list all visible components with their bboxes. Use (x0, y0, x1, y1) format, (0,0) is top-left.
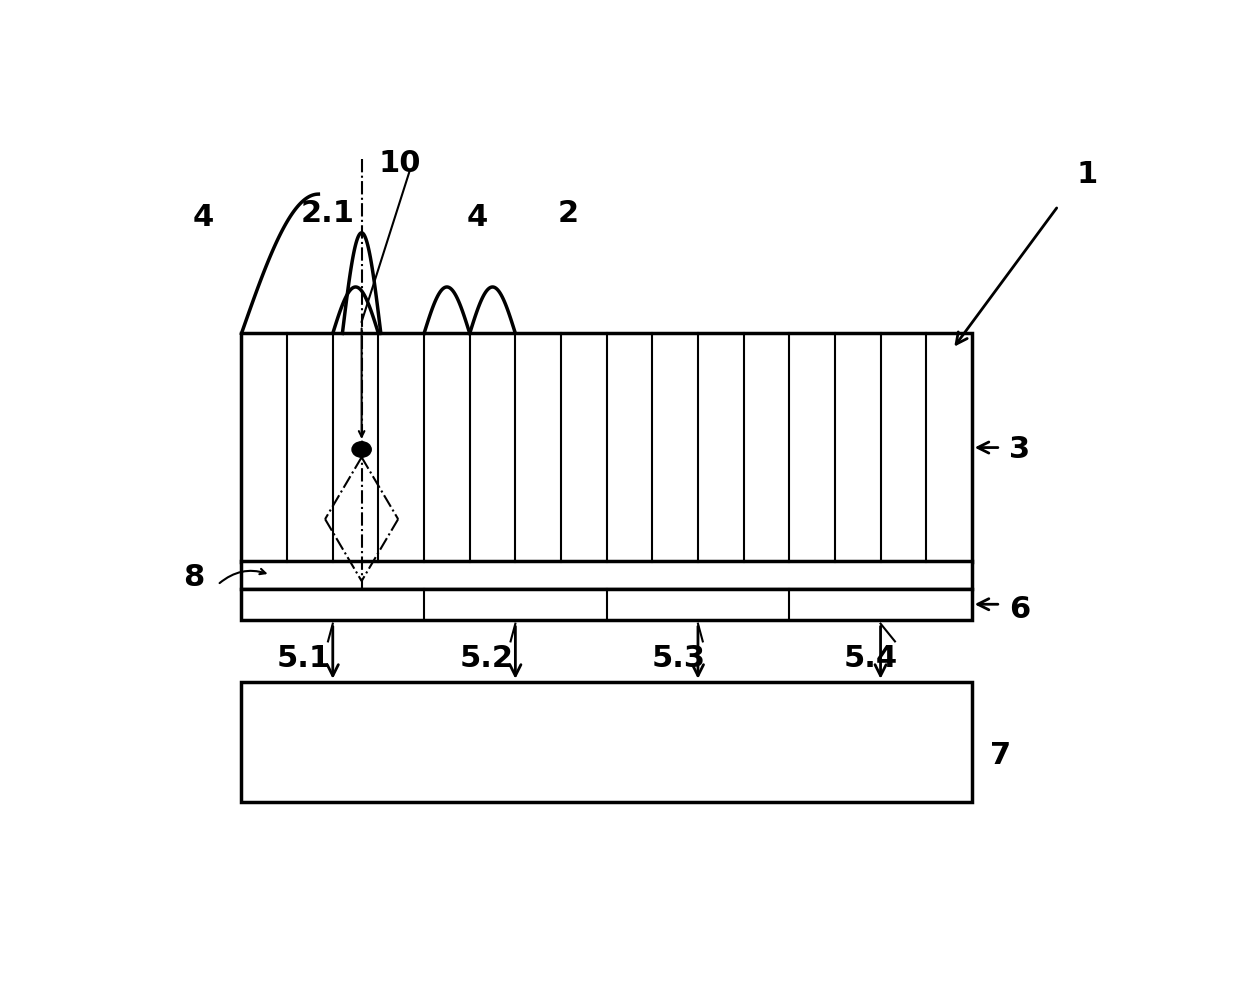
Text: 7: 7 (990, 741, 1012, 770)
Text: 8: 8 (182, 563, 205, 592)
Bar (242, 589, 972, 620)
Text: 5.4: 5.4 (844, 644, 898, 673)
Text: 3: 3 (1009, 435, 1030, 464)
Text: 4: 4 (192, 203, 213, 232)
Bar (242, 681, 972, 802)
Text: 5.3: 5.3 (652, 644, 706, 673)
Circle shape (352, 442, 371, 457)
Text: 6: 6 (1009, 595, 1030, 624)
Text: 5.1: 5.1 (277, 644, 331, 673)
Bar (242, 561, 972, 589)
Text: 2: 2 (558, 199, 579, 228)
Text: 10: 10 (378, 149, 422, 178)
Text: 5.2: 5.2 (460, 644, 513, 673)
Text: 2.1: 2.1 (301, 199, 355, 228)
Text: 1: 1 (1076, 160, 1097, 189)
Text: 4: 4 (466, 203, 487, 232)
Bar (242, 334, 972, 562)
